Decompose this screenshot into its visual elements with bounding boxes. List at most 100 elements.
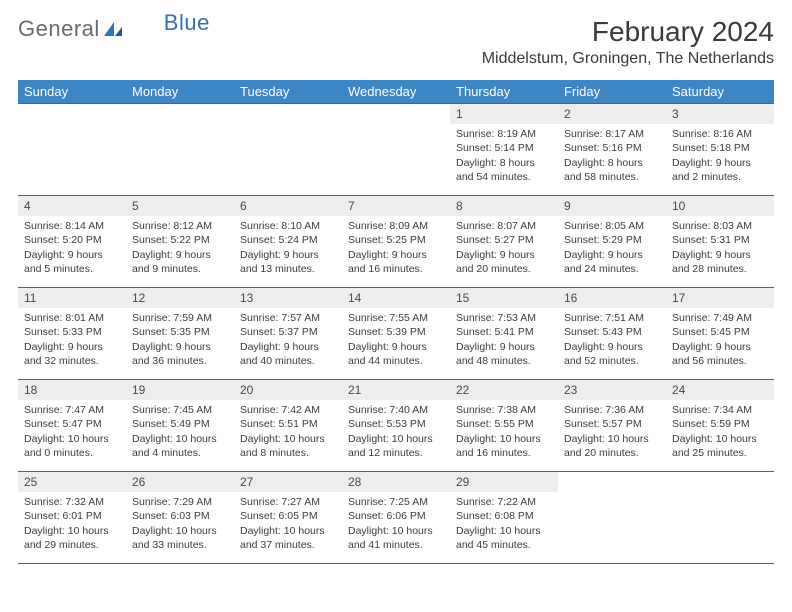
sunset: Sunset: 6:05 PM: [240, 509, 336, 523]
sunrise: Sunrise: 8:01 AM: [24, 311, 120, 325]
daylight-line1: Daylight: 9 hours: [348, 248, 444, 262]
sunrise: Sunrise: 7:34 AM: [672, 403, 768, 417]
sunrise: Sunrise: 8:05 AM: [564, 219, 660, 233]
sunrise: Sunrise: 7:45 AM: [132, 403, 228, 417]
sunrise: Sunrise: 7:47 AM: [24, 403, 120, 417]
day-cell: 21Sunrise: 7:40 AMSunset: 5:53 PMDayligh…: [342, 379, 450, 471]
location-subtitle: Middelstum, Groningen, The Netherlands: [482, 50, 774, 68]
day-cell: 16Sunrise: 7:51 AMSunset: 5:43 PMDayligh…: [558, 287, 666, 379]
dow-sunday: Sunday: [18, 80, 126, 103]
week-row: 25Sunrise: 7:32 AMSunset: 6:01 PMDayligh…: [18, 471, 774, 563]
empty-cell: [342, 103, 450, 195]
daylight-line1: Daylight: 10 hours: [24, 524, 120, 538]
dow-tuesday: Tuesday: [234, 80, 342, 103]
daylight-line1: Daylight: 9 hours: [456, 340, 552, 354]
daylight-line2: and 0 minutes.: [24, 446, 120, 460]
day-details: Sunrise: 7:38 AMSunset: 5:55 PMDaylight:…: [450, 400, 558, 464]
day-details: Sunrise: 8:16 AMSunset: 5:18 PMDaylight:…: [666, 124, 774, 188]
daylight-line2: and 48 minutes.: [456, 354, 552, 368]
day-number: 10: [666, 195, 774, 216]
day-number: 16: [558, 287, 666, 308]
header: General Blue February 2024 Middelstum, G…: [18, 16, 774, 76]
daylight-line2: and 25 minutes.: [672, 446, 768, 460]
logo-text-blue: Blue: [164, 10, 210, 36]
day-number: 29: [450, 471, 558, 492]
day-number: 20: [234, 379, 342, 400]
day-cell: 7Sunrise: 8:09 AMSunset: 5:25 PMDaylight…: [342, 195, 450, 287]
daylight-line1: Daylight: 9 hours: [132, 248, 228, 262]
week-row: 18Sunrise: 7:47 AMSunset: 5:47 PMDayligh…: [18, 379, 774, 471]
day-number: 21: [342, 379, 450, 400]
daylight-line1: Daylight: 10 hours: [240, 524, 336, 538]
sunrise: Sunrise: 7:29 AM: [132, 495, 228, 509]
daylight-line2: and 32 minutes.: [24, 354, 120, 368]
day-number: 8: [450, 195, 558, 216]
sunrise: Sunrise: 7:49 AM: [672, 311, 768, 325]
day-details: Sunrise: 7:36 AMSunset: 5:57 PMDaylight:…: [558, 400, 666, 464]
day-cell: 26Sunrise: 7:29 AMSunset: 6:03 PMDayligh…: [126, 471, 234, 563]
sunrise: Sunrise: 8:10 AM: [240, 219, 336, 233]
day-cell: 10Sunrise: 8:03 AMSunset: 5:31 PMDayligh…: [666, 195, 774, 287]
day-cell: 23Sunrise: 7:36 AMSunset: 5:57 PMDayligh…: [558, 379, 666, 471]
empty-cell: [234, 103, 342, 195]
daylight-line2: and 2 minutes.: [672, 170, 768, 184]
daylight-line2: and 36 minutes.: [132, 354, 228, 368]
day-number: 24: [666, 379, 774, 400]
day-number: 1: [450, 103, 558, 124]
sunset: Sunset: 5:20 PM: [24, 233, 120, 247]
sunrise: Sunrise: 8:19 AM: [456, 127, 552, 141]
daylight-line1: Daylight: 9 hours: [456, 248, 552, 262]
daylight-line2: and 40 minutes.: [240, 354, 336, 368]
day-cell: 13Sunrise: 7:57 AMSunset: 5:37 PMDayligh…: [234, 287, 342, 379]
dow-wednesday: Wednesday: [342, 80, 450, 103]
daylight-line2: and 24 minutes.: [564, 262, 660, 276]
sunset: Sunset: 5:47 PM: [24, 417, 120, 431]
empty-bar: [234, 103, 342, 124]
day-cell: 11Sunrise: 8:01 AMSunset: 5:33 PMDayligh…: [18, 287, 126, 379]
sunrise: Sunrise: 7:36 AM: [564, 403, 660, 417]
sunset: Sunset: 5:49 PM: [132, 417, 228, 431]
day-cell: 17Sunrise: 7:49 AMSunset: 5:45 PMDayligh…: [666, 287, 774, 379]
day-cell: 28Sunrise: 7:25 AMSunset: 6:06 PMDayligh…: [342, 471, 450, 563]
day-details: Sunrise: 7:25 AMSunset: 6:06 PMDaylight:…: [342, 492, 450, 556]
sunrise: Sunrise: 7:40 AM: [348, 403, 444, 417]
sunset: Sunset: 5:37 PM: [240, 325, 336, 339]
sunset: Sunset: 5:27 PM: [456, 233, 552, 247]
daylight-line2: and 28 minutes.: [672, 262, 768, 276]
daylight-line2: and 58 minutes.: [564, 170, 660, 184]
sunrise: Sunrise: 7:32 AM: [24, 495, 120, 509]
day-number: 28: [342, 471, 450, 492]
sunset: Sunset: 5:18 PM: [672, 141, 768, 155]
sunset: Sunset: 6:06 PM: [348, 509, 444, 523]
daylight-line2: and 29 minutes.: [24, 538, 120, 552]
day-number: 23: [558, 379, 666, 400]
day-cell: 4Sunrise: 8:14 AMSunset: 5:20 PMDaylight…: [18, 195, 126, 287]
empty-bar: [126, 103, 234, 124]
daylight-line2: and 45 minutes.: [456, 538, 552, 552]
day-cell: 3Sunrise: 8:16 AMSunset: 5:18 PMDaylight…: [666, 103, 774, 195]
day-cell: 18Sunrise: 7:47 AMSunset: 5:47 PMDayligh…: [18, 379, 126, 471]
sunset: Sunset: 5:41 PM: [456, 325, 552, 339]
day-number: 12: [126, 287, 234, 308]
daylight-line1: Daylight: 10 hours: [132, 524, 228, 538]
daylight-line1: Daylight: 9 hours: [564, 340, 660, 354]
sail-icon: [102, 20, 124, 38]
day-cell: 8Sunrise: 8:07 AMSunset: 5:27 PMDaylight…: [450, 195, 558, 287]
day-details: Sunrise: 8:12 AMSunset: 5:22 PMDaylight:…: [126, 216, 234, 280]
dow-thursday: Thursday: [450, 80, 558, 103]
week-row: 1Sunrise: 8:19 AMSunset: 5:14 PMDaylight…: [18, 103, 774, 195]
day-details: Sunrise: 7:47 AMSunset: 5:47 PMDaylight:…: [18, 400, 126, 464]
sunset: Sunset: 5:45 PM: [672, 325, 768, 339]
day-details: Sunrise: 7:32 AMSunset: 6:01 PMDaylight:…: [18, 492, 126, 556]
sunrise: Sunrise: 7:55 AM: [348, 311, 444, 325]
day-cell: 5Sunrise: 8:12 AMSunset: 5:22 PMDaylight…: [126, 195, 234, 287]
sunrise: Sunrise: 7:53 AM: [456, 311, 552, 325]
day-cell: 19Sunrise: 7:45 AMSunset: 5:49 PMDayligh…: [126, 379, 234, 471]
daylight-line2: and 12 minutes.: [348, 446, 444, 460]
sunset: Sunset: 5:59 PM: [672, 417, 768, 431]
sunset: Sunset: 5:29 PM: [564, 233, 660, 247]
day-details: Sunrise: 8:05 AMSunset: 5:29 PMDaylight:…: [558, 216, 666, 280]
day-details: Sunrise: 7:55 AMSunset: 5:39 PMDaylight:…: [342, 308, 450, 372]
week-row: 4Sunrise: 8:14 AMSunset: 5:20 PMDaylight…: [18, 195, 774, 287]
daylight-line2: and 4 minutes.: [132, 446, 228, 460]
